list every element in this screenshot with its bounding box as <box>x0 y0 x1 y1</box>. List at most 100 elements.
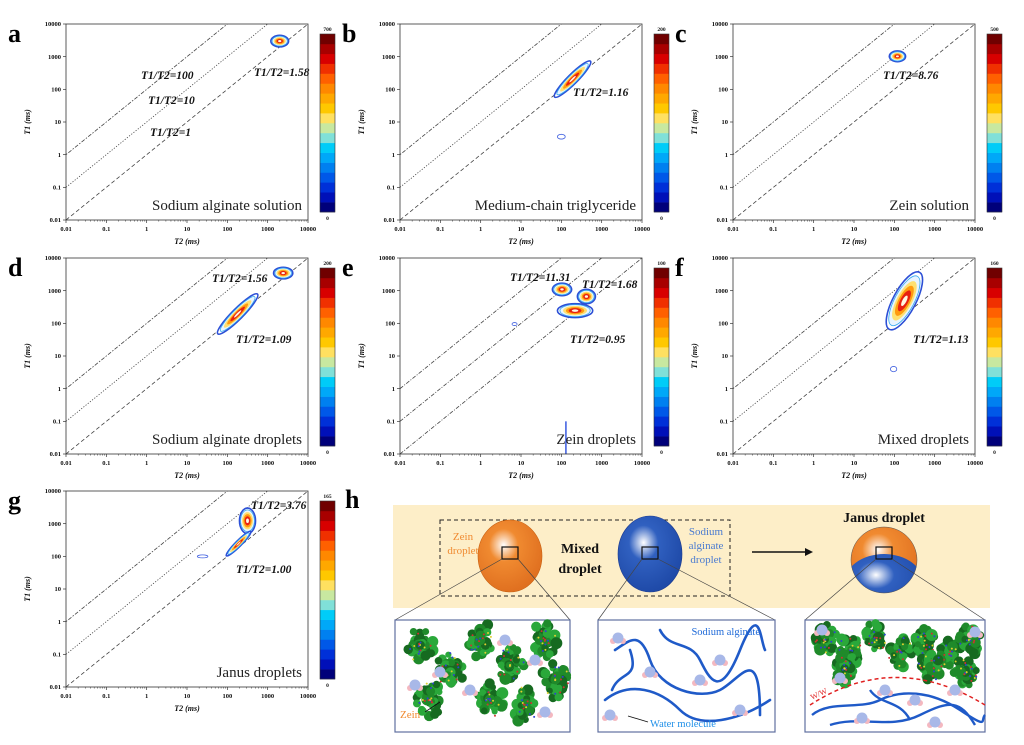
zein-bead <box>550 637 563 650</box>
y-tick-label: 10 <box>55 586 62 593</box>
zein-bead <box>554 693 563 702</box>
oxygen <box>834 672 846 684</box>
zein-bead <box>947 641 958 652</box>
y-tick-label: 0.1 <box>53 185 61 192</box>
janus-droplet-label: Janus droplet <box>843 511 925 526</box>
peak-ratio-label: T1/T2=1.00 <box>236 564 292 576</box>
x-axis-label: T2 (ms) <box>174 704 200 713</box>
atom-dot <box>882 646 885 649</box>
atom-dot <box>486 703 489 706</box>
colorbar-step <box>987 327 1002 338</box>
zoom-line <box>657 558 776 621</box>
atom-dot <box>488 699 491 702</box>
atom-dot <box>566 682 569 685</box>
atom-dot <box>546 639 549 642</box>
colorbar-step <box>987 376 1002 387</box>
colorbar-step <box>654 317 669 328</box>
peak-ratio-label: T1/T2=3.76 <box>251 500 307 512</box>
atom-dot <box>543 639 546 642</box>
reference-line-ratio-1 <box>400 258 642 454</box>
atom-dot <box>451 656 454 659</box>
reference-line-label: T1/T2=100 <box>141 70 194 82</box>
atom-dot <box>432 682 435 685</box>
atom-dot <box>965 671 968 674</box>
panel-h: h Zein droplet Sodium alginate droplet Mixed dr… <box>345 485 990 733</box>
colorbar-step <box>987 277 1002 289</box>
zein-bead <box>970 637 981 648</box>
y-tick-label: 1 <box>392 152 395 159</box>
reference-line-ratio-10 <box>66 24 268 188</box>
atom-dot <box>430 687 433 690</box>
x-tick-label: 1000 <box>928 460 941 467</box>
zoom-region <box>501 546 519 560</box>
atom-dot <box>541 649 544 652</box>
atom-dot <box>930 659 933 662</box>
plot-area <box>400 258 642 454</box>
colorbar-max: 500 <box>990 27 999 33</box>
atom-dot <box>487 691 490 694</box>
oxygen <box>434 666 446 678</box>
x-tick-label: 1 <box>145 693 148 700</box>
colorbar-frame <box>319 33 336 213</box>
peak-contour <box>885 271 924 331</box>
atom-dot <box>456 663 459 666</box>
colorbar-step <box>987 53 1002 64</box>
atom-dot <box>868 634 871 637</box>
colorbar-step <box>987 297 1002 308</box>
atom-dot <box>949 650 952 653</box>
reference-line-ratio-10 <box>400 24 602 188</box>
y-axis-label: T1 (ms) <box>23 576 32 602</box>
peak-contour <box>890 366 898 373</box>
x-axis-label: T2 (ms) <box>841 471 867 480</box>
atom-dot <box>418 650 421 653</box>
atom-dot <box>430 701 433 704</box>
alginate-chain <box>869 689 912 721</box>
atom-dot <box>562 686 565 689</box>
zein-bead <box>849 634 858 643</box>
atom-dot <box>427 699 430 702</box>
atom-dot <box>423 699 426 702</box>
water-molecule-icon <box>602 709 618 721</box>
x-tick-label: 10000 <box>300 460 316 467</box>
y-tick-label: 1000 <box>715 54 728 61</box>
x-tick-label: 1 <box>812 460 815 467</box>
atom-dot <box>489 635 492 638</box>
y-tick-label: 10 <box>389 353 396 360</box>
colorbar-step <box>320 132 335 144</box>
x-axis-label: T2 (ms) <box>174 471 200 480</box>
water-molecule-icon <box>610 632 626 644</box>
colorbar-step <box>654 192 669 203</box>
atom-dot <box>871 641 874 644</box>
atom-dot <box>479 637 482 640</box>
y-axis-label: T1 (ms) <box>23 343 32 369</box>
colorbar-step <box>320 501 335 512</box>
atom-dot <box>455 678 458 681</box>
atom-dot <box>970 667 973 670</box>
atom-dot <box>928 645 931 648</box>
atom-dot <box>423 646 426 649</box>
colorbar-step <box>320 307 335 318</box>
colorbar-step <box>320 376 335 387</box>
colorbar-step <box>320 629 335 640</box>
atom-dot <box>489 701 492 704</box>
colorbar-step <box>987 426 1002 437</box>
peak-contour <box>270 34 290 48</box>
atom-dot <box>827 646 830 649</box>
zein-bead <box>457 673 467 683</box>
alginate-droplet-label: alginate <box>689 540 724 552</box>
zein-protein-cluster <box>861 619 886 653</box>
x-tick-label: 10 <box>518 226 525 233</box>
zein-bead <box>466 640 475 649</box>
water-molecule-icon <box>877 684 893 696</box>
atom-dot <box>917 635 920 638</box>
alginate-droplet <box>617 515 683 593</box>
atom-dot <box>845 668 848 671</box>
atom-dot <box>429 644 432 647</box>
colorbar-step <box>654 426 669 437</box>
x-tick-label: 0.1 <box>436 226 444 233</box>
y-axis-label: T1 (ms) <box>23 109 32 135</box>
colorbar-step <box>987 63 1002 74</box>
colorbar-step <box>654 327 669 338</box>
panel-a: a T1/T2=100 T1/T2=10 T1/T2=1 T1/T2=1.58 0.01 0… <box>8 19 336 246</box>
